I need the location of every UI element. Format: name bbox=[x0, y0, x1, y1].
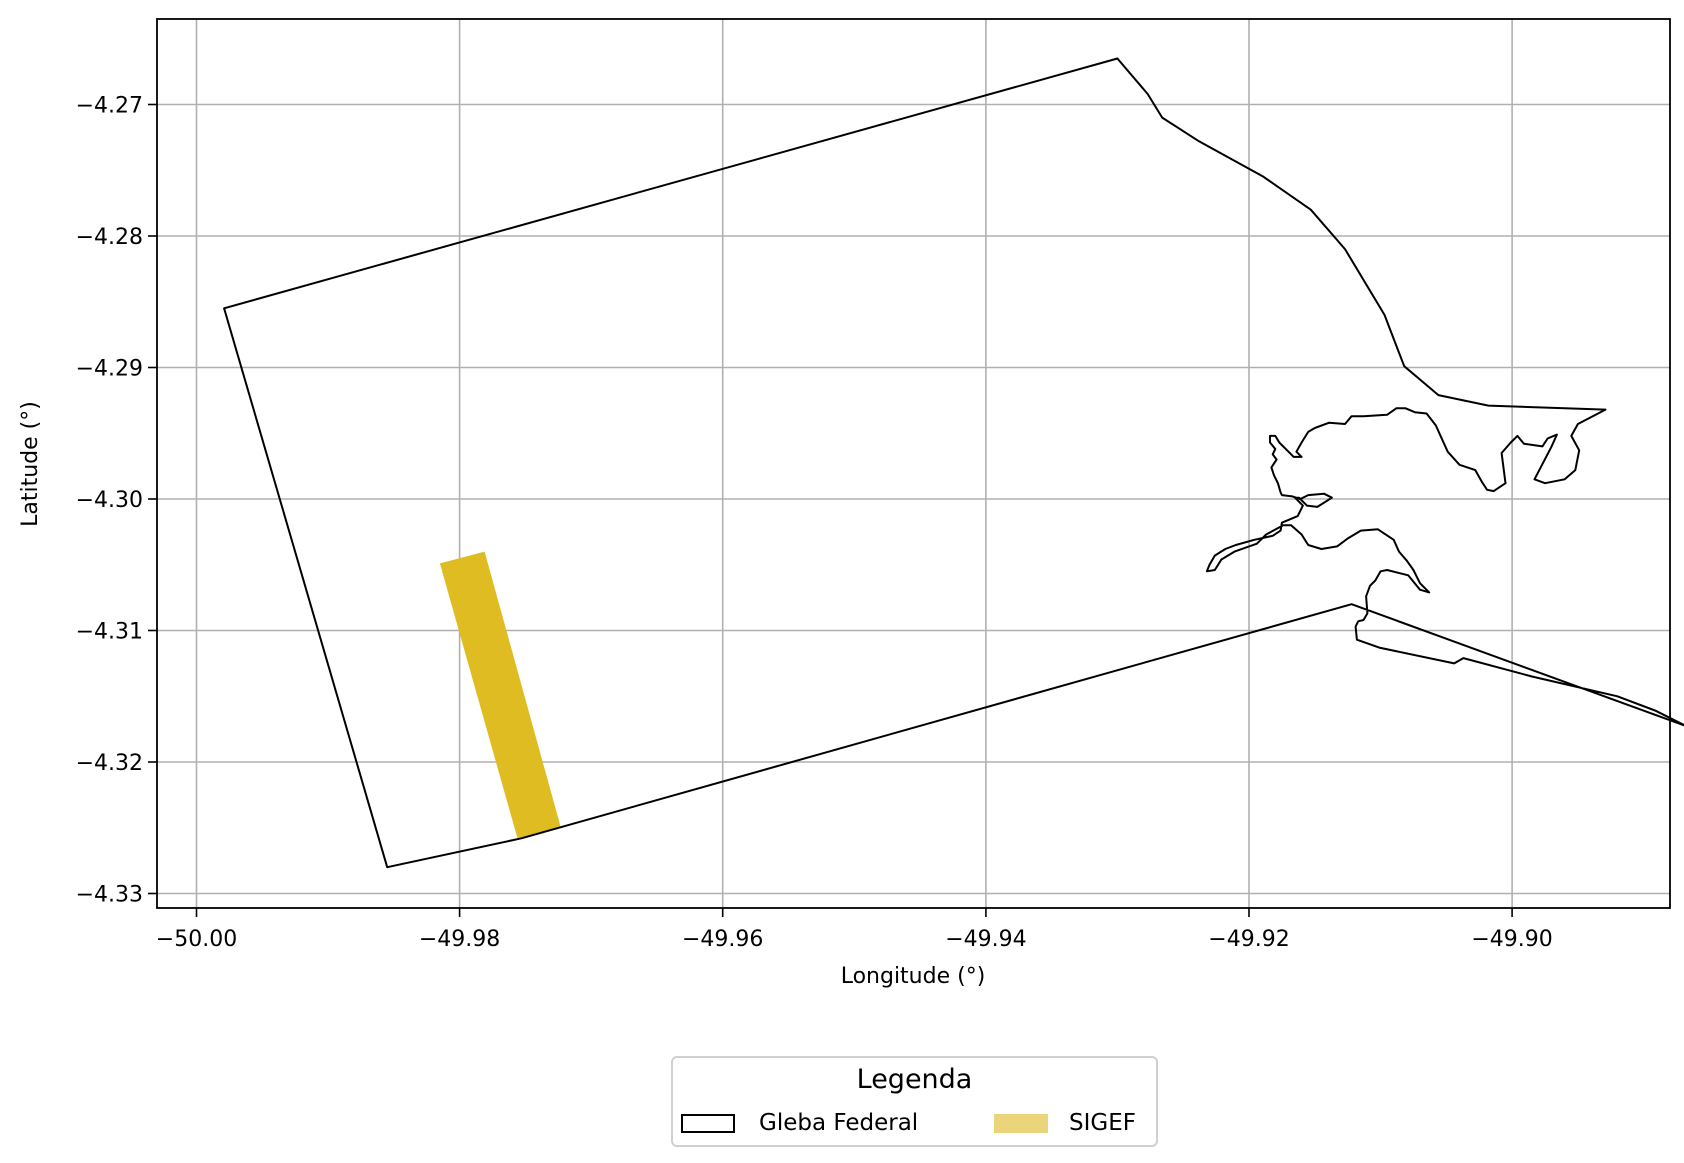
x-tick-label: −50.00 bbox=[156, 927, 237, 952]
y-tick-label: −4.27 bbox=[76, 94, 143, 119]
polygon-gleba-federal bbox=[223, 57, 1684, 869]
x-tick-label: −49.92 bbox=[1208, 927, 1289, 952]
map-layers bbox=[223, 57, 1684, 869]
legend-title: Legenda bbox=[856, 1064, 973, 1095]
axis-ticks: −50.00 −49.98 −49.96 −49.94 −49.92 −49.90 −4.2… bbox=[76, 94, 1553, 953]
x-tick-label: −49.94 bbox=[945, 927, 1026, 952]
polygon-sigef bbox=[439, 551, 561, 839]
y-tick-label: −4.30 bbox=[76, 488, 143, 513]
y-tick-label: −4.32 bbox=[76, 751, 143, 776]
y-tick-label: −4.28 bbox=[76, 225, 143, 250]
y-tick-label: −4.29 bbox=[76, 357, 143, 382]
legend-swatch-gleba-federal bbox=[681, 1114, 735, 1133]
legend-label-sigef: SIGEF bbox=[1069, 1110, 1136, 1136]
axes-frame bbox=[156, 18, 1671, 909]
x-tick-label: −49.96 bbox=[682, 927, 763, 952]
y-axis-label: Latitude (°) bbox=[18, 401, 43, 527]
legend-swatch-sigef bbox=[994, 1114, 1048, 1133]
legend-label-gleba-federal: Gleba Federal bbox=[759, 1110, 919, 1136]
legend: Legenda Gleba Federal SIGEF bbox=[671, 1056, 1158, 1147]
y-tick-label: −4.33 bbox=[76, 883, 143, 908]
grid-lines bbox=[157, 19, 1670, 908]
x-tick-label: −49.90 bbox=[1471, 927, 1552, 952]
y-tick-label: −4.31 bbox=[76, 620, 143, 645]
x-tick-label: −49.98 bbox=[419, 927, 500, 952]
x-axis-label: Longitude (°) bbox=[841, 964, 986, 989]
